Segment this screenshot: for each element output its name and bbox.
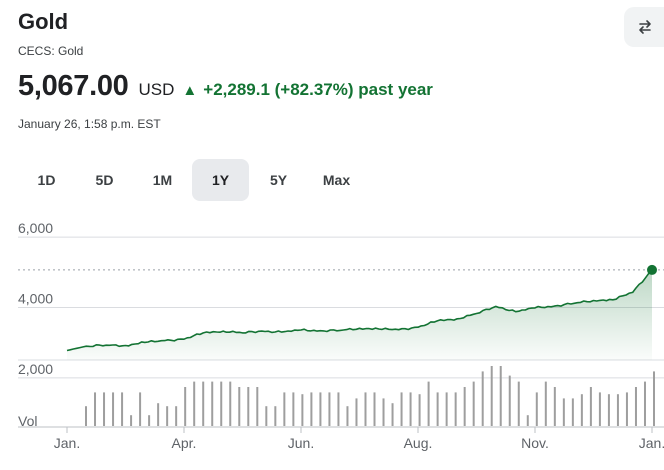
x-tick-label: Jan. <box>639 435 664 451</box>
volume-bar <box>328 392 331 426</box>
volume-bar <box>445 392 448 426</box>
price-row: 5,067.00 USD ▲ +2,289.1 (+82.37%) past ye… <box>18 70 433 103</box>
volume-bar <box>616 394 619 426</box>
volume-bar <box>85 406 87 426</box>
volume-bar <box>562 398 565 426</box>
volume-bar <box>517 381 520 426</box>
volume-bar <box>157 403 160 426</box>
volume-bar <box>544 381 547 426</box>
y-tick-label: 2,000 <box>18 361 53 377</box>
price-line <box>66 269 653 352</box>
swap-arrows-icon <box>639 20 651 34</box>
x-tick-label: Apr. <box>172 435 197 451</box>
volume-bar <box>247 387 250 426</box>
volume-bar <box>292 392 295 426</box>
volume-bar <box>337 392 340 426</box>
tab-5y[interactable]: 5Y <box>269 172 288 188</box>
volume-bar <box>175 406 178 426</box>
price-area-fill <box>67 269 652 360</box>
y-tick-label: 4,000 <box>18 291 53 307</box>
volume-bar <box>373 392 376 426</box>
tab-5d[interactable]: 5D <box>95 172 114 188</box>
volume-bar <box>274 406 277 426</box>
volume-bar <box>265 406 268 426</box>
volume-bar <box>436 392 439 426</box>
volume-bar <box>481 371 484 426</box>
volume-bar <box>148 415 151 426</box>
x-tick-label: Nov. <box>521 435 549 451</box>
x-tick-label: Jan. <box>54 435 80 451</box>
volume-bar <box>112 392 115 426</box>
volume-bar <box>634 387 637 426</box>
x-tick-label: Aug. <box>404 435 433 451</box>
volume-bar <box>310 392 313 426</box>
volume-bar <box>463 387 466 426</box>
volume-bar <box>238 387 241 426</box>
volume-bar <box>256 387 259 426</box>
volume-bar <box>355 398 358 426</box>
volume-bar <box>625 392 628 426</box>
volume-bar <box>400 392 403 426</box>
volume-bar <box>346 406 349 426</box>
volume-bar <box>94 392 97 426</box>
volume-bar <box>580 394 583 426</box>
volume-bar <box>121 392 124 426</box>
volume-bar <box>103 392 106 426</box>
tab-max[interactable]: Max <box>322 172 351 188</box>
volume-bar <box>499 366 502 426</box>
volume-bar <box>490 366 493 426</box>
volume-bar <box>427 381 430 426</box>
page-title: Gold <box>18 9 69 34</box>
volume-bar <box>229 381 232 426</box>
time-range-tabs: 1D 5D 1M 1Y 5Y Max <box>18 159 366 201</box>
volume-bar <box>526 415 529 426</box>
volume-label: Vol <box>18 413 37 429</box>
current-price: 5,067.00 <box>18 70 129 102</box>
volume-bar <box>418 394 421 426</box>
volume-bar <box>553 387 556 426</box>
instrument-source: CECS: Gold <box>18 44 84 58</box>
currency-label: USD <box>138 80 175 99</box>
volume-bar <box>589 387 592 426</box>
volume-bar <box>130 415 133 426</box>
volume-bar <box>364 392 367 426</box>
volume-bar <box>472 381 475 426</box>
volume-bar <box>391 403 394 426</box>
volume-bar <box>202 381 205 426</box>
volume-bar <box>166 406 169 426</box>
up-arrow-icon: ▲ <box>182 82 198 99</box>
tab-1m[interactable]: 1M <box>152 172 173 188</box>
volume-bar <box>535 392 538 426</box>
volume-bar <box>283 392 286 426</box>
volume-bar <box>139 392 142 426</box>
volume-bar <box>382 398 385 426</box>
volume-bar <box>301 394 304 426</box>
x-tick-label: Jun. <box>288 435 314 451</box>
volume-bar <box>571 398 574 426</box>
compare-button[interactable] <box>624 7 664 47</box>
volume-bar <box>211 381 214 426</box>
y-tick-label: 6,000 <box>18 220 53 236</box>
volume-bar <box>653 371 655 426</box>
volume-bar <box>193 381 196 426</box>
tab-1d[interactable]: 1D <box>37 172 56 188</box>
volume-bar <box>598 392 601 426</box>
volume-bar <box>508 375 511 426</box>
tab-1y[interactable]: 1Y <box>192 159 249 201</box>
volume-bar <box>409 392 412 426</box>
volume-bar <box>643 381 646 426</box>
price-change: ▲ +2,289.1 (+82.37%) past year <box>182 80 433 100</box>
volume-bar <box>184 387 187 426</box>
price-timestamp: January 26, 1:58 p.m. EST <box>18 117 161 131</box>
last-price-dot <box>647 264 657 275</box>
volume-bar <box>607 394 610 426</box>
volume-bar <box>454 392 457 426</box>
price-change-text: +2,289.1 (+82.37%) past year <box>203 80 433 99</box>
volume-bar <box>319 392 322 426</box>
volume-bar <box>220 381 223 426</box>
